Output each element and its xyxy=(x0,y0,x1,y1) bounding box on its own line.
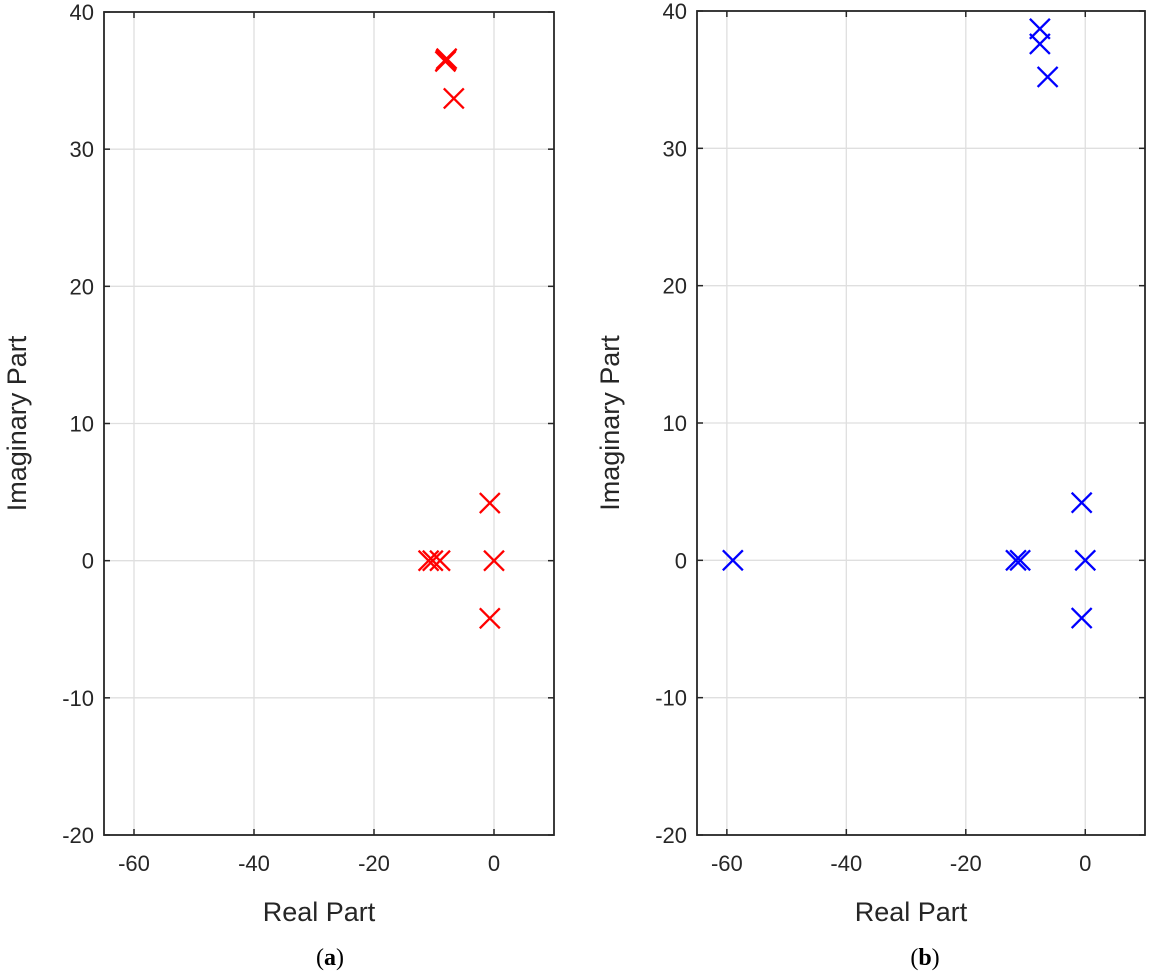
y-tick-label: -10 xyxy=(62,686,94,711)
pole-marker xyxy=(435,47,458,70)
x-tick-label: 0 xyxy=(1079,851,1091,876)
pole-marker xyxy=(421,549,444,572)
caption-paren: ( xyxy=(316,945,324,971)
pole-marker-stroke xyxy=(1074,549,1097,572)
pole-marker-stroke xyxy=(1005,549,1027,572)
subplot-b: -60 -40 -20 0 -20 -10 0 10 20 30 40 Real Part Imagin… xyxy=(595,0,1146,971)
y-tick-label: 10 xyxy=(70,412,94,437)
caption-letter: a xyxy=(324,945,336,971)
pole-marker xyxy=(442,87,465,110)
pole-marker-stroke xyxy=(435,47,458,70)
x-tick-label: 0 xyxy=(488,851,500,876)
y-tick-label: 30 xyxy=(70,137,94,162)
pole-marker xyxy=(478,492,501,514)
y-tick-label: -20 xyxy=(655,823,687,848)
y-tick-label: 0 xyxy=(82,549,94,574)
pole-marker xyxy=(483,549,505,572)
pole-marker xyxy=(1036,66,1059,88)
pole-marker xyxy=(429,549,451,572)
x-tick-label: -40 xyxy=(830,851,862,876)
pole-marker-stroke xyxy=(429,549,451,572)
pole-marker xyxy=(1070,491,1093,514)
y-tick-label: 40 xyxy=(663,0,687,24)
subplot-a: -60 -40 -20 0 -20 -10 0 10 20 30 40 Real Part Imagin… xyxy=(2,0,555,971)
pole-marker-stroke xyxy=(421,549,444,572)
y-tick-label: 40 xyxy=(70,0,94,25)
subplot-caption: (b) xyxy=(910,945,939,971)
y-tick-label: 20 xyxy=(663,274,687,299)
pole-marker xyxy=(722,549,744,572)
pole-marker-stroke xyxy=(1029,33,1051,55)
caption-paren: ) xyxy=(932,945,940,971)
caption-paren: ( xyxy=(910,945,918,971)
pole-marker xyxy=(1009,549,1031,572)
pole-marker-stroke xyxy=(1070,491,1093,514)
pole-marker xyxy=(1070,607,1093,629)
x-axis-label: Real Part xyxy=(855,897,968,927)
y-tick-label: 10 xyxy=(663,411,687,436)
x-tick-label: -60 xyxy=(118,851,150,876)
y-axis-label: Imaginary Part xyxy=(2,335,32,511)
subplot-caption: (a) xyxy=(316,945,344,971)
pole-marker-stroke xyxy=(442,87,465,110)
pole-marker xyxy=(478,607,501,630)
x-tick-label: -20 xyxy=(950,851,982,876)
y-tick-label: 20 xyxy=(70,274,94,299)
pole-marker xyxy=(1029,18,1051,40)
pole-marker xyxy=(417,549,440,572)
caption-paren: ) xyxy=(336,945,344,971)
pole-marker-stroke xyxy=(417,549,440,572)
pole-marker xyxy=(1005,549,1027,572)
y-axis-label: Imaginary Part xyxy=(595,335,625,511)
pole-marker-stroke xyxy=(478,492,501,514)
y-tick-label: 0 xyxy=(675,548,687,573)
y-tick-label: 30 xyxy=(663,136,687,161)
x-axis-label: Real Part xyxy=(263,897,376,927)
pole-marker xyxy=(1074,549,1097,572)
pole-marker-stroke xyxy=(1036,66,1059,88)
y-tick-label: -20 xyxy=(62,823,94,848)
caption-letter: b xyxy=(918,945,931,971)
x-tick-label: -60 xyxy=(711,851,743,876)
pole-marker-stroke xyxy=(1029,18,1051,40)
pole-marker xyxy=(1029,33,1051,55)
x-tick-label: -20 xyxy=(358,851,390,876)
pole-marker-stroke xyxy=(478,607,501,630)
pole-marker-stroke xyxy=(483,549,505,572)
pole-marker-stroke xyxy=(1070,607,1093,629)
pole-marker-stroke xyxy=(722,549,744,572)
y-tick-label: -10 xyxy=(655,686,687,711)
pole-marker-stroke xyxy=(1009,549,1031,572)
x-tick-label: -40 xyxy=(238,851,270,876)
